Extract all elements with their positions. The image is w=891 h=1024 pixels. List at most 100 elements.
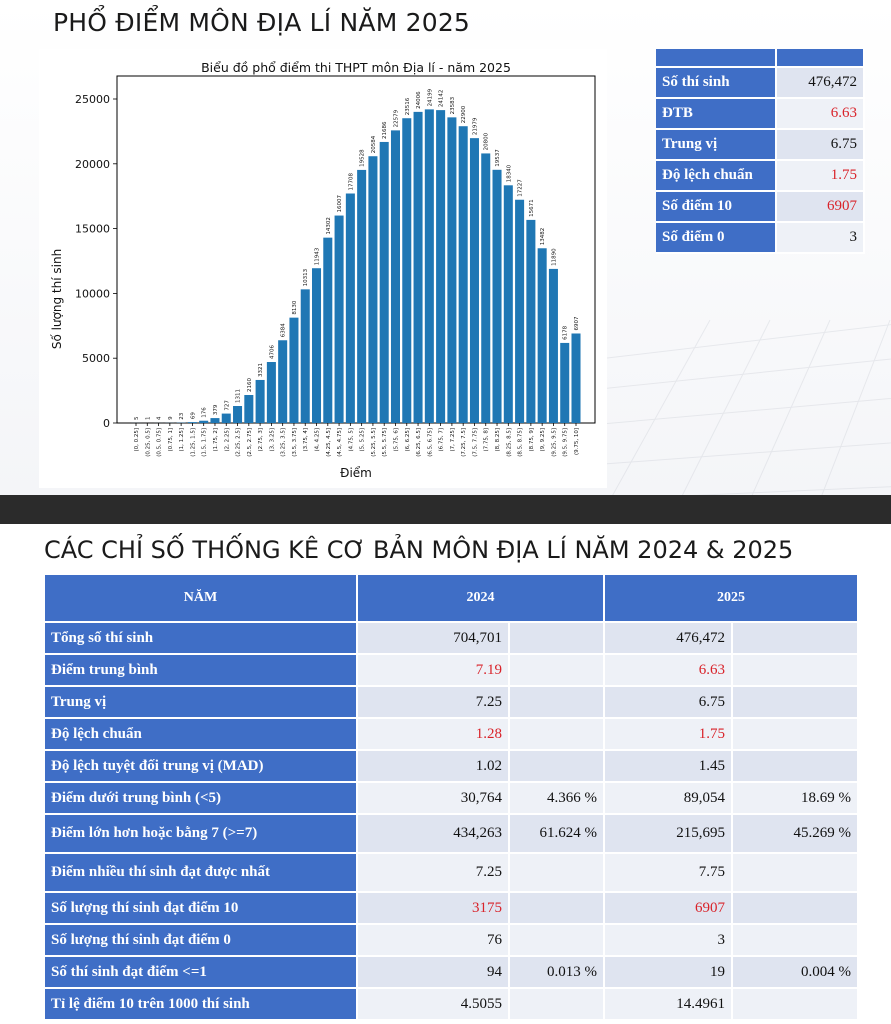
percent-2024: 4.366 % xyxy=(510,783,605,815)
bottom-section: CÁC CHỈ SỐ THỐNG KÊ CƠ BẢN MÔN ĐỊA LÍ NĂ… xyxy=(0,524,891,1024)
value-2025: 89,054 xyxy=(605,783,733,815)
percent-2025: 45.269 % xyxy=(733,815,859,854)
bar-value-label: 23516 xyxy=(405,97,411,115)
value-2025: 3 xyxy=(605,925,733,957)
bar xyxy=(436,110,446,423)
x-tick-label: (4.5, 4.75] xyxy=(337,428,343,457)
x-tick-label: (3, 3.25] xyxy=(269,428,275,452)
bar-value-label: 19528 xyxy=(360,149,366,167)
value-2024: 7.25 xyxy=(358,687,510,719)
percent-2025: 18.69 % xyxy=(733,783,859,815)
table-row: Điểm dưới trung bình (<5) 30,764 4.366 % 89… xyxy=(45,783,859,815)
percent-2024 xyxy=(510,623,605,655)
value-2024: 434,263 xyxy=(358,815,510,854)
bar xyxy=(187,422,197,423)
x-tick-label: (9.75, 10] xyxy=(574,428,580,455)
x-tick-label: (7, 7.25] xyxy=(450,428,456,452)
x-tick-label: (1, 1.25] xyxy=(179,428,185,452)
bar-value-label: 3321 xyxy=(258,363,264,377)
x-tick-label: (7.25, 7.5] xyxy=(461,428,467,457)
bar-value-label: 21979 xyxy=(472,117,478,135)
table-row: Tổng số thí sinh 704,701 476,472 xyxy=(45,623,859,655)
header-2025: 2025 xyxy=(605,575,859,623)
x-tick-label: (2.25, 2.5] xyxy=(236,428,242,457)
row-label: Trung vị xyxy=(45,687,358,719)
bar-value-label: 23 xyxy=(179,412,185,419)
bar xyxy=(458,126,468,423)
bar xyxy=(244,395,254,423)
perspective-grid-decoration xyxy=(590,319,891,495)
x-tick-label: (8.25, 8.5] xyxy=(506,428,512,457)
bar-value-label: 10313 xyxy=(303,268,309,286)
value-2024: 1.28 xyxy=(358,719,510,751)
bar xyxy=(334,215,344,423)
x-tick-label: (9.25, 9.5] xyxy=(551,428,557,457)
row-label: Điểm dưới trung bình (<5) xyxy=(45,783,358,815)
bar xyxy=(413,111,423,423)
x-tick-label: (5.25, 5.5] xyxy=(371,428,377,457)
summary-row: Độ lệch chuẩn 1.75 xyxy=(656,161,865,192)
table-row: Độ lệch chuẩn 1.28 1.75 xyxy=(45,719,859,751)
bar xyxy=(357,169,367,423)
y-tick-label: 10000 xyxy=(75,287,110,300)
value-2024: 76 xyxy=(358,925,510,957)
bar xyxy=(481,153,491,423)
bar xyxy=(560,342,570,423)
bar xyxy=(390,130,400,423)
row-label: Số lượng thí sinh đạt điểm 10 xyxy=(45,893,358,925)
x-tick-label: (3.25, 3.5] xyxy=(281,428,287,457)
summary-header-row xyxy=(656,49,865,68)
summary-value: 6907 xyxy=(776,192,865,223)
plot-frame xyxy=(116,75,596,424)
table-row: Tỉ lệ điểm 10 trên 1000 thí sinh 4.5055 14… xyxy=(45,989,859,1021)
value-2024: 4.5055 xyxy=(358,989,510,1021)
bar-value-label: 20800 xyxy=(484,132,490,150)
histogram-svg: Biểu đồ phổ điểm thi THPT môn Địa lí - n… xyxy=(50,60,596,480)
bar-value-label: 1311 xyxy=(236,389,242,403)
x-ticks-group: (0, 0.25] (0.25, 0.5] (0.5, 0.75] (0.75, 1]… xyxy=(134,423,580,457)
bar xyxy=(210,418,220,423)
x-tick-label: (2.5, 2.75] xyxy=(247,428,253,457)
summary-row: Số thí sinh 476,472 xyxy=(656,68,865,99)
bar-value-label: 6384 xyxy=(281,323,287,337)
bar-value-label: 69 xyxy=(190,412,196,419)
x-tick-label: (8.5, 8.75] xyxy=(518,428,524,457)
percent-2024: 61.624 % xyxy=(510,815,605,854)
x-tick-label: (4.25, 4.5] xyxy=(326,428,332,457)
bar-value-label: 20584 xyxy=(371,135,377,153)
bar-value-label: 6907 xyxy=(574,316,580,330)
x-tick-label: (3.5, 3.75] xyxy=(292,428,298,457)
header-year: NĂM xyxy=(45,575,358,623)
x-tick-label: (5.5, 5.75] xyxy=(382,428,388,457)
percent-2024 xyxy=(510,687,605,719)
row-label: Tổng số thí sinh xyxy=(45,623,358,655)
bar xyxy=(571,333,581,423)
bar xyxy=(345,193,355,423)
row-label: Điểm lớn hơn hoặc bằng 7 (>=7) xyxy=(45,815,358,854)
value-2025: 476,472 xyxy=(605,623,733,655)
bar xyxy=(300,289,310,423)
bar-value-label: 176 xyxy=(202,407,208,418)
bar xyxy=(368,156,378,423)
bar-value-label: 24142 xyxy=(439,90,445,108)
summary-row: Số điểm 10 6907 xyxy=(656,192,865,223)
bar-value-label: 379 xyxy=(213,404,219,415)
bar xyxy=(402,118,412,423)
value-2025: 6.75 xyxy=(605,687,733,719)
x-tick-label: (0.75, 1] xyxy=(168,428,174,452)
bar-value-label: 22579 xyxy=(393,109,399,127)
bar xyxy=(503,185,513,423)
summary-label: Số điểm 0 xyxy=(656,223,777,254)
bar-value-label: 13482 xyxy=(540,228,546,246)
value-2024: 1.02 xyxy=(358,751,510,783)
bar xyxy=(233,406,243,423)
percent-2024 xyxy=(510,751,605,783)
y-ticks-group: 0 5000 10000 15000 20000 25000 xyxy=(75,93,117,430)
bar-value-label: 1 xyxy=(145,416,151,420)
bar xyxy=(469,138,479,423)
value-2025: 14.4961 xyxy=(605,989,733,1021)
summary-label: Trung vị xyxy=(656,130,777,161)
bar xyxy=(312,268,322,423)
percent-2024: 0.013 % xyxy=(510,957,605,989)
summary-header-cell xyxy=(776,49,865,68)
